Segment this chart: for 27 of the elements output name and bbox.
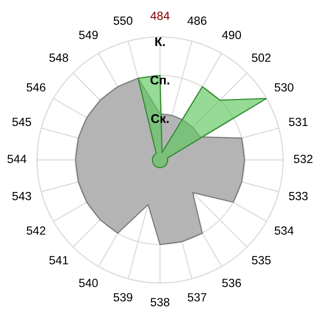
spoke-label: 539 xyxy=(114,293,132,302)
y-tick-label: Ск. xyxy=(151,114,169,124)
spoke-label: 541 xyxy=(49,256,68,264)
spoke-label: 534 xyxy=(274,226,294,235)
spoke-label: 537 xyxy=(188,293,206,302)
spoke-label: 484 xyxy=(150,12,170,20)
spoke-label: 502 xyxy=(252,54,271,62)
spoke-label: 486 xyxy=(188,16,206,25)
y-tick-label: К. xyxy=(155,37,165,46)
spoke-label: 543 xyxy=(12,192,32,200)
spoke-label: 542 xyxy=(26,226,46,235)
spoke-label: 545 xyxy=(12,118,32,126)
spoke-label: 533 xyxy=(288,192,308,200)
spoke-label: 549 xyxy=(79,30,98,40)
spoke-label: 544 xyxy=(7,154,26,164)
spoke-label: 540 xyxy=(79,278,98,288)
spoke-label: 546 xyxy=(26,83,46,92)
y-tick-label: Сп. xyxy=(150,76,170,85)
spoke-label: 532 xyxy=(294,154,312,164)
spoke-label: 535 xyxy=(252,256,271,264)
spoke-label: 536 xyxy=(222,278,241,288)
spoke-label: 530 xyxy=(274,83,294,92)
spoke-label: 490 xyxy=(222,30,242,40)
spoke-label: 531 xyxy=(288,118,308,126)
spoke-label: 550 xyxy=(114,16,132,25)
spoke-label: 548 xyxy=(49,54,68,62)
spoke-label: 538 xyxy=(150,298,170,306)
